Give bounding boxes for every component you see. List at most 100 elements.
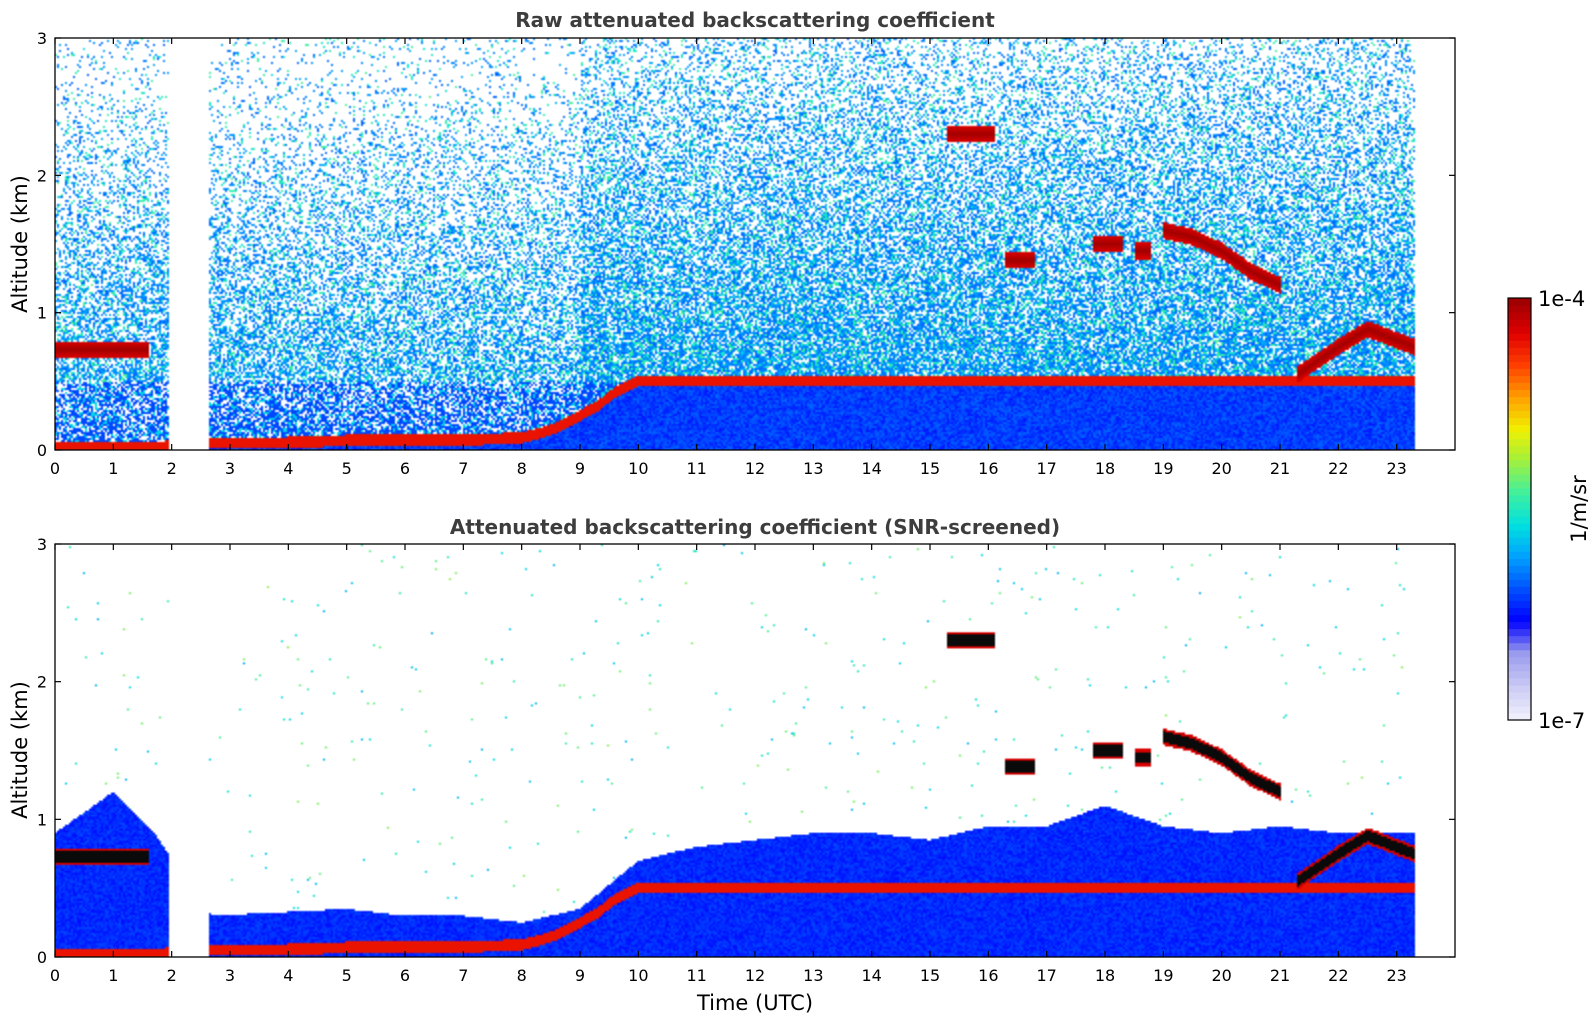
y-axis-label-screened: Altitude (km)	[8, 681, 32, 819]
x-tick-label: 2	[167, 459, 177, 478]
colorbar-segment	[1508, 340, 1531, 348]
colorbar-segment	[1508, 333, 1531, 341]
colorbar-segment	[1508, 530, 1531, 538]
colorbar-segment	[1508, 558, 1531, 566]
x-tick-label: 22	[1328, 459, 1348, 478]
colorbar-gradient	[1508, 298, 1531, 721]
colorbar-segment	[1508, 452, 1531, 461]
colorbar-segment	[1508, 354, 1531, 362]
y-tick-label: 2	[37, 673, 47, 692]
x-tick-label: 1	[108, 459, 118, 478]
x-tick-label: 13	[803, 459, 823, 478]
y-tick-label: 3	[37, 535, 47, 554]
colorbar-segment	[1508, 509, 1531, 517]
colorbar-segment	[1508, 305, 1531, 313]
colorbar-segment	[1508, 438, 1531, 447]
colorbar-segment	[1508, 551, 1531, 559]
x-tick-label: 6	[400, 459, 410, 478]
colorbar-segment	[1508, 572, 1531, 580]
x-tick-label: 21	[1270, 459, 1290, 478]
x-tick-label: 5	[342, 966, 352, 985]
colorbar-segment	[1508, 537, 1531, 545]
x-ticks-screened: 0 1 2 3 4 5 6 7 8 9 10 11 12 13 14 15 16 17 18 19 20 21 22 23	[50, 544, 1407, 985]
x-tick-label: 12	[745, 459, 765, 478]
chart-title-raw: Raw attenuated backscattering coefficien…	[515, 8, 995, 32]
x-tick-label: 4	[283, 966, 293, 985]
y-tick-label: 1	[37, 810, 47, 829]
x-tick-label: 3	[225, 459, 235, 478]
x-tick-label: 16	[978, 966, 998, 985]
colorbar: 1e-4 1e-7 1/m/sr	[1507, 287, 1591, 733]
x-tick-label: 23	[1386, 966, 1406, 985]
x-tick-label: 22	[1328, 966, 1348, 985]
y-ticks-screened: 0 1 2 3	[37, 535, 1455, 967]
colorbar-segment	[1508, 361, 1531, 369]
colorbar-segment	[1508, 642, 1531, 651]
x-tick-label: 1	[108, 966, 118, 985]
colorbar-segment	[1508, 312, 1531, 320]
colorbar-segment	[1508, 424, 1531, 433]
colorbar-segment	[1508, 382, 1531, 391]
x-tick-label: 11	[686, 966, 706, 985]
colorbar-segment	[1508, 347, 1531, 355]
y-tick-label: 0	[37, 948, 47, 967]
x-tick-label: 6	[400, 966, 410, 985]
colorbar-segment	[1508, 684, 1531, 693]
x-tick-label: 17	[1036, 966, 1056, 985]
x-tick-label: 5	[342, 459, 352, 478]
colorbar-segment	[1508, 473, 1531, 482]
colorbar-segment	[1508, 677, 1531, 686]
x-tick-label: 13	[803, 966, 823, 985]
colorbar-segment	[1508, 691, 1531, 700]
x-tick-label: 20	[1211, 966, 1231, 985]
colorbar-segment	[1508, 403, 1531, 412]
colorbar-segment	[1508, 628, 1531, 637]
x-tick-label: 4	[283, 459, 293, 478]
y-tick-label: 0	[37, 441, 47, 460]
colorbar-segment	[1508, 712, 1531, 721]
heatmap-screened	[55, 544, 1455, 957]
x-tick-label: 23	[1386, 459, 1406, 478]
colorbar-segment	[1508, 501, 1531, 510]
colorbar-segment	[1508, 396, 1531, 405]
x-tick-label: 14	[861, 966, 881, 985]
x-tick-label: 3	[225, 966, 235, 985]
colorbar-segment	[1508, 326, 1531, 334]
y-tick-label: 3	[37, 29, 47, 48]
x-tick-label: 15	[920, 966, 940, 985]
colorbar-segment	[1508, 579, 1531, 587]
x-tick-label: 8	[517, 966, 527, 985]
x-tick-label: 9	[575, 459, 585, 478]
colorbar-segment	[1508, 298, 1531, 306]
colorbar-frame	[1507, 297, 1532, 721]
colorbar-segment	[1508, 586, 1531, 594]
colorbar-segment	[1508, 445, 1531, 454]
colorbar-segment	[1508, 544, 1531, 552]
colorbar-segment	[1508, 410, 1531, 419]
colorbar-segment	[1508, 375, 1531, 383]
colorbar-segment	[1508, 494, 1531, 503]
x-tick-label: 19	[1153, 966, 1173, 985]
heatmap-raw	[55, 38, 1455, 450]
x-tick-label: 14	[861, 459, 881, 478]
x-tick-label: 15	[920, 459, 940, 478]
x-tick-label: 20	[1211, 459, 1231, 478]
x-tick-label: 2	[167, 966, 177, 985]
x-ticks-raw: 0 1 2 3 4 5 6 7 8 9 10 11 12 13 14 15 16 17 18 19 20 21 22 23	[50, 38, 1407, 478]
y-tick-label: 2	[37, 166, 47, 185]
x-tick-label: 21	[1270, 966, 1290, 985]
colorbar-segment	[1508, 459, 1531, 468]
colorbar-segment	[1508, 565, 1531, 573]
colorbar-segment	[1508, 523, 1531, 531]
x-tick-label: 19	[1153, 459, 1173, 478]
colorbar-segment	[1508, 319, 1531, 327]
x-tick-label: 12	[745, 966, 765, 985]
colorbar-segment	[1508, 389, 1531, 398]
y-tick-label: 1	[37, 304, 47, 323]
x-tick-label: 17	[1036, 459, 1056, 478]
x-tick-label: 18	[1095, 966, 1115, 985]
panel-raw: Raw attenuated backscattering coefficien…	[8, 8, 1456, 478]
x-tick-label: 18	[1095, 459, 1115, 478]
chart-title-screened: Attenuated backscattering coefficient (S…	[450, 515, 1060, 539]
colorbar-segment	[1508, 431, 1531, 440]
